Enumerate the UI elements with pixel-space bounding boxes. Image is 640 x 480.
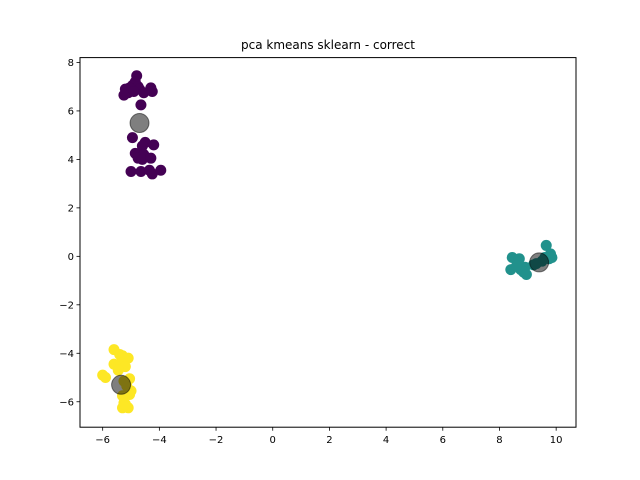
x-tick-label: 10 — [550, 435, 563, 446]
axes-frame — [79, 57, 577, 428]
y-tick-label: 4 — [68, 155, 74, 166]
data-point — [148, 139, 160, 151]
plot-area — [97, 70, 558, 414]
data-point — [126, 132, 138, 144]
data-point — [100, 372, 112, 384]
x-tick-label: −4 — [152, 435, 167, 446]
data-point — [135, 166, 147, 178]
data-point — [118, 89, 130, 101]
x-tick-label: 4 — [383, 435, 389, 446]
data-point — [510, 260, 522, 272]
data-point — [146, 168, 158, 180]
data-point — [138, 87, 150, 99]
centroid-marker — [111, 374, 132, 395]
data-point — [520, 269, 532, 281]
data-point — [112, 364, 124, 376]
axes: −6 −4 −2 0 2 4 6 8 10 −6 −4 −2 0 2 4 6 8 — [59, 58, 562, 446]
x-tick-label: 6 — [440, 435, 446, 446]
data-point — [135, 99, 147, 111]
data-point — [540, 239, 552, 251]
data-point — [145, 152, 157, 164]
y-tick-label: −2 — [59, 300, 74, 311]
centroid-marker — [129, 113, 150, 134]
x-tick-label: −2 — [209, 435, 224, 446]
data-point — [146, 86, 158, 98]
data-point — [125, 166, 137, 178]
y-tick-label: 0 — [68, 252, 74, 263]
data-point — [136, 153, 148, 165]
y-tick-label: −6 — [59, 397, 74, 408]
centroid-marker — [529, 252, 550, 273]
y-tick-label: 6 — [68, 107, 74, 118]
x-tick-label: 2 — [326, 435, 332, 446]
x-tick-label: 0 — [270, 435, 276, 446]
y-tick-label: 8 — [68, 58, 74, 69]
y-tick-label: 2 — [68, 203, 74, 214]
y-tick-label: −4 — [59, 349, 74, 360]
data-point — [119, 398, 131, 410]
data-point — [128, 86, 140, 98]
x-tick-label: −6 — [95, 435, 110, 446]
data-point — [155, 164, 167, 176]
chart-title: pca kmeans sklearn - correct — [241, 38, 415, 52]
x-tick-label: 8 — [496, 435, 502, 446]
